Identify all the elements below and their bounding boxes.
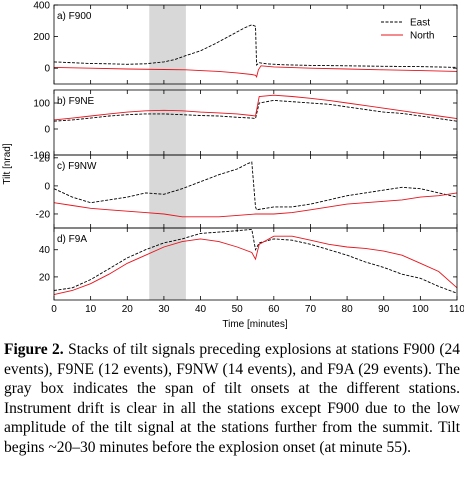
y-tick-label: 0 <box>44 125 50 136</box>
panel-label: d) F9A <box>57 234 87 245</box>
caption-title: Figure 2. <box>4 341 64 358</box>
x-axis-label: Time [minutes] <box>222 319 287 330</box>
series-line-north <box>53 94 458 121</box>
y-tick-label: -20 <box>36 209 51 220</box>
y-tick-label: 200 <box>33 32 50 43</box>
x-tick-label: 110 <box>449 304 464 315</box>
panel-3: 20 40 0 10 20 30 40 50 60 70 80 90 100 110 d) F9A <box>39 227 464 315</box>
series-line-east <box>53 161 458 211</box>
x-tick-label: 20 <box>122 304 134 315</box>
series-line-north <box>53 192 458 218</box>
x-tick-label: 0 <box>51 304 57 315</box>
legend: East North <box>381 18 434 42</box>
panel-2: -20 0 20 c) F9NW <box>36 153 458 229</box>
panel-1: -100 0 100 b) F9NE <box>30 89 458 162</box>
panel-frame <box>53 4 458 85</box>
panel-frame <box>53 227 458 301</box>
y-tick-label: 20 <box>39 153 51 164</box>
figure-caption: Figure 2. Stacks of tilt signals precedi… <box>4 340 460 457</box>
series-line-east <box>53 228 458 294</box>
panel-frame <box>53 89 458 156</box>
x-tick-label: 30 <box>158 304 170 315</box>
x-tick-label: 10 <box>85 304 97 315</box>
legend-label-east: East <box>410 18 430 29</box>
series-line-east <box>53 24 458 68</box>
y-tick-label: 20 <box>39 272 51 283</box>
x-tick-label: 80 <box>342 304 354 315</box>
series-line-north <box>53 235 458 296</box>
y-tick-label: 0 <box>44 64 50 75</box>
caption-text: Stacks of tilt signals preceding explosi… <box>4 341 461 456</box>
y-tick-label: 40 <box>39 245 51 256</box>
y-tick-label: 0 <box>44 181 50 192</box>
x-tick-label: 40 <box>195 304 207 315</box>
x-tick-label: 90 <box>378 304 390 315</box>
panel-frame <box>53 154 458 229</box>
y-axis-label: Tilt [nrad] <box>2 143 13 185</box>
x-tick-label: 50 <box>232 304 244 315</box>
x-tick-label: 70 <box>305 304 317 315</box>
onset-span-box <box>149 5 186 300</box>
y-tick-label: 100 <box>33 99 50 110</box>
panel-0: 0 200 400 a) F900 <box>33 1 458 85</box>
series-line-north <box>53 65 458 78</box>
panel-label: a) F900 <box>57 11 92 22</box>
x-tick-label: 100 <box>412 304 429 315</box>
panel-label: b) F9NE <box>57 96 95 107</box>
x-tick-label: 60 <box>268 304 280 315</box>
legend-label-north: North <box>410 31 434 42</box>
y-tick-label: 400 <box>33 1 50 12</box>
panel-label: c) F9NW <box>57 161 97 172</box>
series-line-east <box>53 99 458 122</box>
y-tick-label: -100 <box>30 151 50 162</box>
